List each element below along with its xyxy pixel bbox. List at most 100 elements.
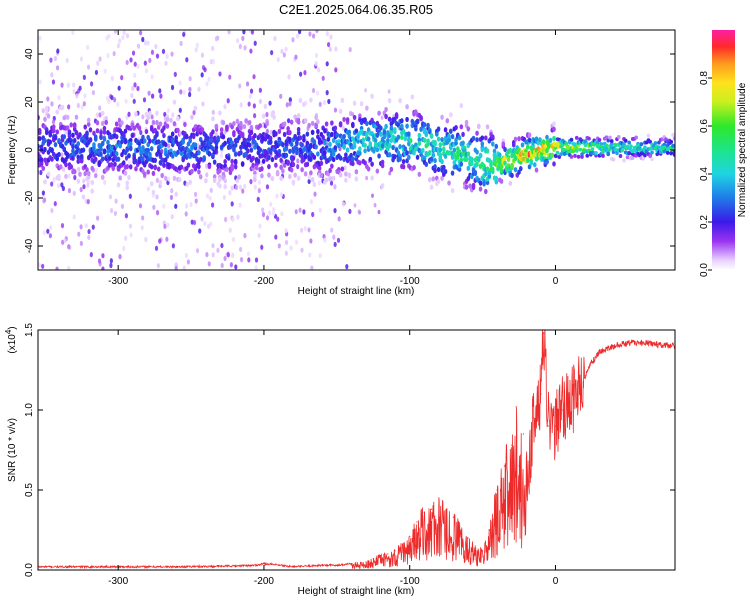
spectrogram-noise-cell: [234, 264, 238, 270]
spectrogram-ridge-cell: [76, 178, 81, 184]
spectrogram-ridge-cell: [274, 162, 278, 168]
spectrogram-noise-cell: [139, 129, 143, 136]
spectrogram-noise-cell: [109, 258, 113, 264]
spectrogram-ridge-cell: [277, 152, 282, 158]
spectrogram-ridge-cell: [160, 172, 164, 179]
spectrogram-noise-cell: [314, 61, 318, 67]
spectrogram-ridge-cell: [69, 122, 74, 128]
spectrogram-ridge-cell: [370, 93, 374, 99]
spectrogram-ridge-cell: [81, 147, 86, 153]
colorbar-tick-label: 0.0: [699, 263, 710, 277]
spectrogram-ridge-cell: [249, 124, 254, 131]
spectrogram-ridge-cell: [489, 162, 493, 168]
spectrogram-ridge-cell: [62, 115, 67, 121]
spectrogram-ridge-cell: [148, 110, 152, 116]
spectrogram-noise-cell: [158, 238, 162, 244]
spectrogram-ridge-cell: [585, 153, 590, 158]
spectrogram-ridge-cell: [317, 165, 322, 171]
spectrogram-x-tick-label: 0: [553, 276, 559, 287]
spectrogram-noise-cell: [285, 102, 289, 108]
spectrogram-ridge-cell: [99, 151, 103, 157]
spectrogram-noise-cell: [318, 207, 322, 213]
spectrogram-ridge-cell: [295, 146, 299, 152]
spectrogram-noise-cell: [154, 43, 158, 50]
spectrogram-ridge-cell: [436, 166, 441, 173]
spectrogram-ridge-cell: [277, 148, 282, 155]
snr-data-point: [576, 393, 578, 395]
spectrogram-ridge-cell: [267, 164, 271, 170]
spectrogram-noise-cell: [242, 30, 246, 35]
spectrogram-noise-cell: [156, 263, 160, 269]
spectrogram-ridge-cell: [459, 102, 464, 109]
spectrogram-ridge-cell: [503, 155, 507, 161]
spectrogram-noise-cell: [329, 34, 333, 40]
spectrogram-ridge-cell: [230, 158, 234, 164]
spectrogram-ridge-cell: [232, 131, 236, 138]
spectrogram-ridge-cell: [657, 140, 661, 145]
spectrogram-noise-cell: [165, 53, 169, 59]
spectrogram-noise-cell: [226, 252, 230, 258]
spectrogram-noise-cell: [197, 86, 201, 92]
spectrogram-ridge-cell: [428, 150, 432, 156]
spectrogram-ridge-cell: [107, 155, 112, 161]
spectrogram-ridge-cell: [361, 137, 366, 143]
spectrogram-ridge-cell: [251, 162, 255, 168]
spectrogram-ridge-cell: [478, 180, 483, 186]
spectrogram-noise-cell: [371, 193, 374, 198]
spectrogram-ridge-cell: [482, 181, 486, 187]
spectrogram-ridge-cell: [419, 115, 423, 121]
spectrogram-noise-cell: [41, 108, 45, 114]
spectrogram-ridge-cell: [326, 136, 331, 142]
spectrogram-ridge-cell: [422, 137, 427, 143]
spectrogram-ridge-cell: [415, 154, 420, 160]
spectrogram-ridge-cell: [310, 177, 315, 183]
spectrogram-ridge-cell: [146, 115, 150, 121]
spectrogram-noise-cell: [67, 244, 71, 250]
spectrogram-noise-cell: [224, 216, 228, 223]
spectrogram-ridge-cell: [426, 122, 430, 128]
spectrogram-ridge-cell: [247, 133, 252, 139]
spectrogram-noise-cell: [188, 76, 192, 82]
spectrogram-ridge-cell: [517, 136, 521, 142]
spectrogram-ridge-cell: [349, 152, 353, 158]
spectrogram-noise-cell: [252, 103, 256, 109]
snr-y-tick-label: 1.5: [24, 323, 35, 337]
spectrogram-noise-cell: [284, 239, 289, 246]
spectrogram-ridge-cell: [400, 123, 404, 129]
spectrogram-noise-cell: [289, 245, 293, 251]
spectrogram-noise-cell: [315, 30, 319, 33]
spectrogram-ridge-cell: [156, 139, 161, 145]
spectrogram-ridge-cell: [345, 117, 350, 123]
spectrogram-ridge-cell: [342, 116, 346, 123]
spectrogram-ridge-cell: [214, 123, 219, 129]
spectrogram-ridge-cell: [442, 164, 446, 170]
spectrogram-ridge-cell: [233, 142, 238, 148]
snr-data-point: [533, 417, 535, 419]
spectrogram-ridge-cell: [440, 159, 444, 165]
spectrogram-ridge-cell: [132, 155, 137, 161]
spectrogram-ridge-cell: [438, 154, 443, 161]
spectrogram-ridge-cell: [324, 177, 329, 183]
spectrogram-noise-cell: [103, 68, 107, 74]
spectrogram-ridge-cell: [85, 131, 89, 137]
spectrogram-noise-cell: [298, 207, 302, 213]
spectrogram-ridge-cell: [354, 128, 359, 134]
snr-scale-exponent: 4: [4, 329, 13, 334]
spectrogram-ridge-cell: [258, 123, 262, 129]
spectrogram-ridge-cell: [163, 175, 168, 181]
spectrogram-ridge-cell: [344, 177, 348, 183]
spectrogram-ridge-cell: [475, 149, 479, 155]
snr-data-point: [372, 558, 374, 560]
spectrogram-noise-cell: [284, 250, 288, 256]
spectrogram-ridge-cell: [622, 158, 626, 163]
spectrogram-ridge-cell: [295, 141, 299, 147]
spectrogram-ridge-cell: [155, 132, 159, 138]
spectrogram-ridge-cell: [389, 166, 394, 172]
spectrogram-ridge-cell: [62, 146, 67, 153]
spectrogram-ridge-cell: [277, 128, 282, 135]
spectrogram-ridge-cell: [342, 144, 346, 150]
spectrogram-ridge-cell: [197, 150, 201, 156]
spectrogram-noise-cell: [158, 88, 162, 94]
spectrogram-noise-cell: [257, 232, 261, 239]
spectrogram-ridge-cell: [125, 147, 130, 153]
